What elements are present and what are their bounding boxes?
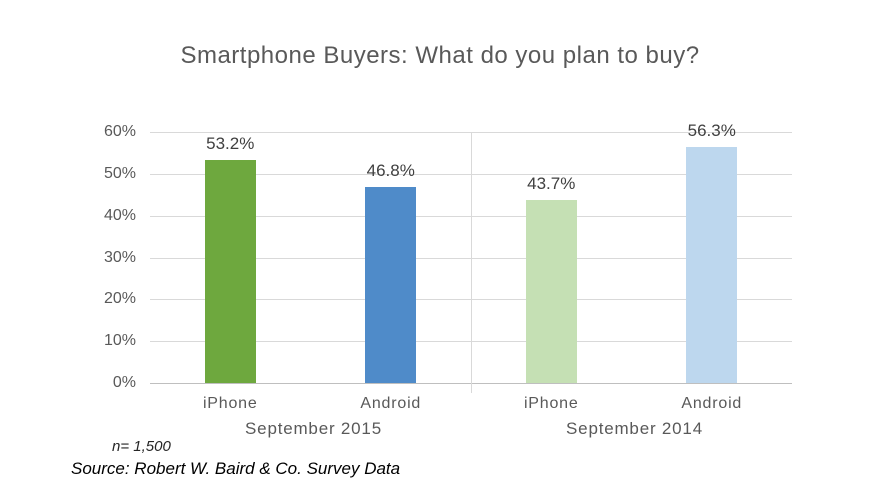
bar-value-label-iphone-september-2014: 43.7% bbox=[527, 174, 576, 194]
y-tick-label-0: 0% bbox=[112, 374, 136, 391]
category-label-iphone-september-2014: iPhone bbox=[523, 395, 579, 412]
group-divider bbox=[471, 132, 472, 393]
bar-iphone-september-2015 bbox=[204, 160, 256, 383]
bar-value-label-android-september-2014: 56.3% bbox=[687, 121, 736, 141]
bar-android-september-2015 bbox=[365, 187, 417, 383]
y-tick-label-30: 30% bbox=[103, 248, 136, 266]
group-label-september-2014: September 2014 bbox=[566, 419, 703, 438]
bar-value-label-iphone-september-2015: 53.2% bbox=[206, 134, 255, 154]
source-note: Source: Robert W. Baird & Co. Survey Dat… bbox=[71, 459, 401, 478]
y-tick-label-50: 50% bbox=[103, 164, 136, 182]
category-label-android-september-2014: Android bbox=[681, 395, 743, 412]
bar-value-label-android-september-2015: 46.8% bbox=[366, 161, 415, 181]
bar-iphone-september-2014 bbox=[525, 200, 577, 383]
y-tick-label-40: 40% bbox=[103, 206, 136, 224]
y-tick-label-60: 60% bbox=[103, 123, 136, 140]
y-tick-label-20: 20% bbox=[103, 290, 136, 308]
y-tick-label-10: 10% bbox=[103, 332, 136, 350]
bar-android-september-2014 bbox=[686, 147, 738, 383]
chart-title: Smartphone Buyers: What do you plan to b… bbox=[180, 42, 700, 69]
sample-size-note: n= 1,500 bbox=[112, 438, 171, 455]
group-label-september-2015: September 2015 bbox=[245, 419, 382, 438]
category-label-iphone-september-2015: iPhone bbox=[202, 395, 258, 412]
category-label-android-september-2015: Android bbox=[360, 395, 422, 412]
